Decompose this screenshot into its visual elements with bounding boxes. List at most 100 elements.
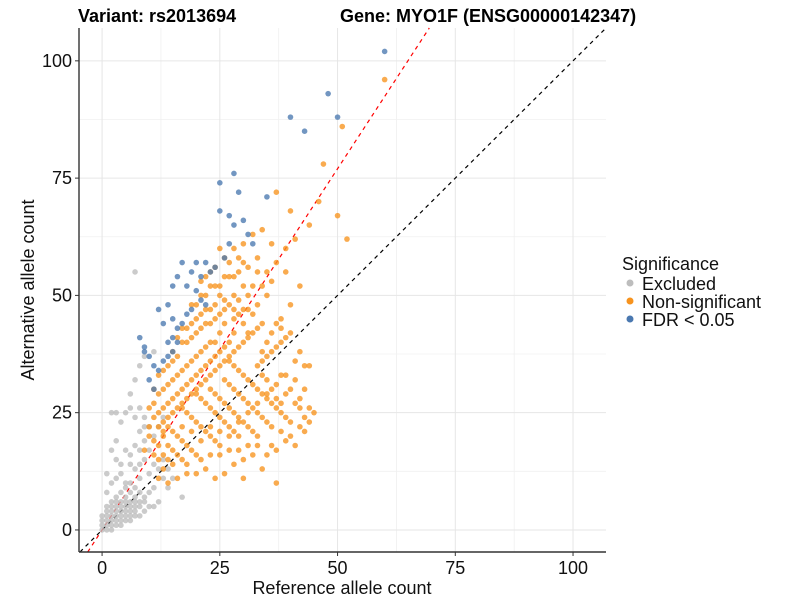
point-nonsig <box>198 311 204 317</box>
point-nonsig <box>315 198 322 205</box>
point-nonsig <box>273 480 280 486</box>
point-excluded <box>151 348 157 355</box>
point-nonsig <box>202 344 209 350</box>
point-nonsig <box>198 325 204 332</box>
point-nonsig <box>193 316 200 322</box>
point-nonsig <box>184 381 190 388</box>
point-fdr <box>165 301 171 308</box>
point-excluded <box>103 513 110 519</box>
point-nonsig <box>217 292 223 299</box>
point-excluded <box>118 503 124 510</box>
point-nonsig <box>292 377 298 383</box>
points <box>99 48 388 533</box>
point-nonsig <box>188 391 195 397</box>
point-fdr <box>202 301 209 308</box>
point-fdr <box>240 217 247 224</box>
point-fdr <box>184 311 190 317</box>
point-nonsig <box>273 259 280 266</box>
point-excluded <box>103 522 110 529</box>
point-nonsig <box>179 325 185 332</box>
point-excluded <box>122 513 129 519</box>
point-nonsig <box>165 480 171 486</box>
point-nonsig <box>287 208 294 214</box>
point-excluded <box>122 447 129 454</box>
point-fdr <box>160 320 167 327</box>
point-nonsig <box>155 423 162 430</box>
point-nonsig <box>221 344 228 350</box>
point-fdr <box>169 348 176 355</box>
point-nonsig <box>273 395 280 402</box>
point-nonsig <box>254 409 261 416</box>
point-excluded <box>108 513 115 519</box>
point-excluded <box>169 475 176 482</box>
point-nonsig <box>179 400 185 407</box>
point-nonsig <box>179 339 185 346</box>
point-nonsig <box>198 395 204 402</box>
point-nonsig <box>245 377 251 383</box>
point-nonsig <box>169 428 176 435</box>
point-excluded <box>151 484 157 491</box>
legend-key-nonsig <box>626 297 634 305</box>
point-nonsig <box>193 353 200 360</box>
x-tick-label: 100 <box>558 558 588 578</box>
y-tick-label: 0 <box>62 520 72 540</box>
point-fdr <box>179 259 185 266</box>
point-nonsig <box>273 320 280 327</box>
legend: Significance Excluded Non-significant FD… <box>622 254 761 330</box>
point-excluded <box>141 508 148 514</box>
point-nonsig <box>268 278 275 285</box>
point-nonsig <box>306 405 313 411</box>
x-tick-label: 75 <box>445 558 465 578</box>
point-nonsig <box>207 433 214 439</box>
point-fdr <box>198 273 204 280</box>
x-tick-label: 0 <box>97 558 107 578</box>
point-nonsig <box>169 461 176 468</box>
point-nonsig <box>188 358 195 364</box>
point-excluded <box>113 513 120 519</box>
point-nonsig <box>169 409 176 416</box>
point-excluded <box>141 456 148 463</box>
point-nonsig <box>249 311 256 317</box>
point-nonsig <box>249 381 256 388</box>
point-excluded <box>118 508 124 514</box>
series-fdr <box>136 48 388 393</box>
point-excluded <box>160 475 167 482</box>
point-excluded <box>108 480 115 486</box>
point-nonsig <box>301 386 308 393</box>
point-nonsig <box>278 409 284 416</box>
point-nonsig <box>235 419 242 425</box>
point-excluded <box>103 517 110 524</box>
point-nonsig <box>249 231 256 238</box>
point-nonsig <box>297 283 303 289</box>
point-nonsig <box>231 348 237 355</box>
point-excluded <box>122 409 129 416</box>
point-nonsig <box>184 339 190 346</box>
point-nonsig <box>202 273 209 280</box>
reference-line-identity <box>79 27 607 553</box>
title-gene: Gene: MYO1F (ENSG00000142347) <box>340 6 636 26</box>
point-nonsig <box>221 400 228 407</box>
point-nonsig <box>174 452 181 458</box>
point-nonsig <box>174 372 181 378</box>
point-nonsig <box>188 334 195 341</box>
point-nonsig <box>240 320 247 327</box>
reference-lines <box>79 27 607 553</box>
point-nonsig <box>231 316 237 322</box>
point-excluded <box>103 508 110 514</box>
point-nonsig <box>160 466 167 472</box>
point-nonsig <box>226 358 233 364</box>
point-excluded <box>122 484 129 491</box>
point-nonsig <box>249 405 256 411</box>
point-nonsig <box>165 423 171 430</box>
point-excluded <box>127 391 134 397</box>
point-nonsig <box>231 428 237 435</box>
point-nonsig <box>292 236 298 242</box>
point-nonsig <box>193 301 200 308</box>
point-nonsig <box>287 433 294 439</box>
point-nonsig <box>254 325 261 332</box>
point-excluded <box>160 456 167 463</box>
point-excluded <box>108 503 115 510</box>
point-excluded <box>122 508 129 514</box>
point-excluded <box>136 447 143 454</box>
point-nonsig <box>231 330 237 336</box>
